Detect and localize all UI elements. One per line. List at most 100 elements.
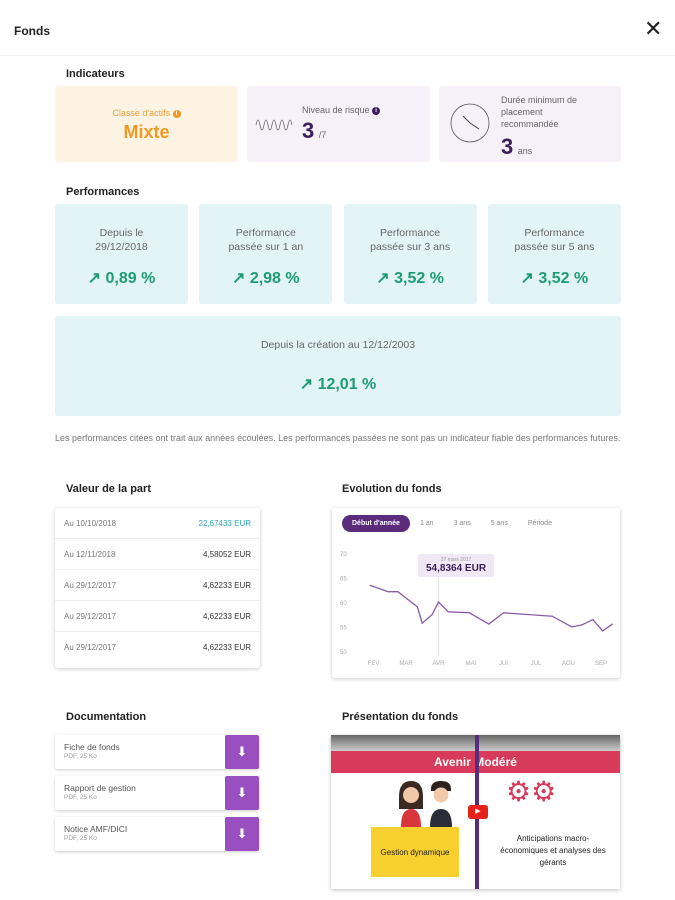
risk-label: Niveau de risque (302, 105, 370, 115)
row-value: 4,62233 EUR (202, 580, 251, 590)
x-tick-label: SEP (595, 661, 607, 667)
chart-tooltip: 27 mars 2017 54,8364 EUR (418, 554, 495, 577)
data-point (387, 591, 389, 593)
perf-label: 29/12/2018 (95, 241, 148, 253)
data-point (571, 626, 573, 628)
download-button[interactable]: ⬇ (225, 817, 259, 851)
download-icon: ⬇ (236, 826, 248, 841)
arrow-up-right-icon: ↗ (87, 270, 102, 287)
right-caption: Anticipations macro-économiques et analy… (500, 834, 606, 867)
y-tick-label: 55 (340, 626, 347, 632)
duration-label-1: Durée minimum de (501, 95, 578, 105)
performances-heading: Performances (66, 186, 140, 198)
document-meta: PDF, 25 Ko (64, 835, 97, 842)
chart-tab[interactable]: 3 ans (453, 520, 471, 527)
download-button[interactable]: ⬇ (225, 735, 259, 769)
perf-label: passée sur 1 an (228, 241, 304, 253)
presenters-illustration (399, 781, 452, 827)
play-icon[interactable]: ▶ (468, 805, 488, 819)
chart-tab[interactable]: Début d'année (342, 515, 410, 532)
indicators-heading: Indicateurs (66, 68, 125, 80)
asset-class-card: Classe d'actifs i Mixte (55, 86, 238, 162)
perf-label: Performance (380, 227, 441, 239)
perf-label: Performance (235, 227, 296, 239)
document-name: Notice AMF/DICI (64, 824, 128, 834)
asset-class-label: Classe d'actifs (112, 108, 171, 118)
y-tick-label: 70 (340, 552, 347, 558)
perf-value: 2,98 % (249, 270, 300, 287)
perf-label: Depuis le (99, 227, 144, 239)
data-point (416, 606, 418, 608)
chart-tab[interactable]: 1 an (419, 520, 434, 527)
data-point (369, 584, 371, 586)
document-item: Rapport de gestion PDF, 25 Ko ⬇ (55, 776, 259, 810)
perf-label: passée sur 5 ans (514, 241, 595, 253)
arrow-up-right-icon: ↗ (231, 270, 246, 287)
video-player[interactable]: Avenir Modéré Gestion dynamique ▶ ⚙⚙ Ant… (331, 735, 620, 889)
presentation-heading: Présentation du fonds (342, 711, 459, 723)
arrow-up-right-icon: ↗ (299, 376, 314, 393)
arrow-up-right-icon: ↗ (520, 270, 534, 287)
x-tick-label: JUL (531, 661, 542, 667)
data-point (611, 623, 613, 625)
perf-card: Depuis le 29/12/2018 ↗ 0,89 % (55, 204, 188, 304)
perf-card: Performance passée sur 3 ans ↗ 3,52 % (343, 204, 477, 304)
download-button[interactable]: ⬇ (225, 776, 259, 810)
info-icon[interactable]: i (172, 109, 181, 118)
row-date: Au 10/10/2018 (64, 518, 117, 528)
download-icon: ⬇ (236, 744, 248, 759)
table-row: Au 10/10/2018 22,67433 EUR (55, 508, 260, 539)
data-point (437, 601, 440, 603)
x-tick-label: JUI (499, 661, 508, 667)
y-tick-label: 65 (340, 577, 347, 583)
x-tick-label: AVR (433, 661, 446, 667)
risk-max: /7 (318, 130, 327, 140)
table-row: Au 29/12/2017 4,62233 EUR (55, 570, 260, 601)
wave-icon (255, 119, 293, 131)
duration-label-3: recommandée (501, 119, 559, 129)
data-point (592, 619, 594, 621)
chart-tab[interactable]: Période (527, 520, 552, 527)
duration-value: 3 (501, 134, 514, 159)
y-tick-label: 50 (340, 650, 347, 656)
perf-card: Performance passée sur 1 an ↗ 2,98 % (199, 204, 333, 304)
perf-value: 3,52 % (394, 270, 444, 287)
row-value: 4,62233 EUR (202, 643, 251, 652)
left-caption: Gestion dynamique (371, 827, 459, 877)
document-name: Fiche de fonds (64, 742, 120, 752)
page-title: Fonds (14, 24, 50, 38)
perf-creation-card: Depuis la création au 12/12/2003 ↗ 12,01… (55, 316, 621, 416)
data-point (551, 615, 553, 617)
evolution-chart: Début d'année 1 an 3 ans 5 ans Période 50 55 6… (332, 508, 620, 678)
perf-label: Performance (524, 227, 585, 239)
share-value-heading: Valeur de la part (66, 483, 151, 495)
perf-label: passée sur 3 ans (370, 241, 451, 253)
data-point (447, 611, 449, 613)
info-icon[interactable]: i (372, 106, 381, 115)
data-point (468, 612, 470, 614)
row-value: 4,58052 EUR (202, 549, 251, 559)
data-point (580, 624, 583, 626)
duration-label-2: placement (501, 107, 543, 117)
line-chart[interactable]: 50 55 60 65 70 FEV MAR AVR MAI JUI JUL AOU SEP (332, 508, 620, 678)
x-tick-label: MAI (466, 661, 477, 667)
row-value: 22,67433 EUR (198, 518, 251, 528)
close-icon[interactable]: ✕ (644, 16, 663, 41)
tooltip-value: 54,8364 EUR (426, 563, 487, 574)
row-date: Au 29/12/2017 (64, 643, 117, 652)
row-date: Au 12/11/2018 (64, 549, 116, 559)
duration-unit: ans (517, 146, 533, 156)
x-tick-label: FEV (368, 661, 380, 667)
document-item: Fiche de fonds PDF, 25 Ko ⬇ (55, 735, 259, 769)
disclaimer: Les performances citées ont trait aux an… (55, 433, 621, 443)
risk-value: 3 (302, 118, 315, 143)
risk-card: Niveau de risque i 3 /7 (247, 86, 430, 162)
perf-value: 0,89 % (105, 270, 156, 287)
data-point (488, 623, 490, 625)
perf-creation-label: Depuis la création au 12/12/2003 (260, 339, 416, 351)
header: Fonds ✕ (0, 0, 675, 56)
series-line (370, 584, 613, 632)
share-value-table: Au 10/10/2018 22,67433 EUR Au 12/11/2018 4,… (55, 508, 260, 668)
row-value: 4,62233 EUR (202, 611, 251, 621)
chart-tab[interactable]: 5 ans (490, 520, 508, 527)
